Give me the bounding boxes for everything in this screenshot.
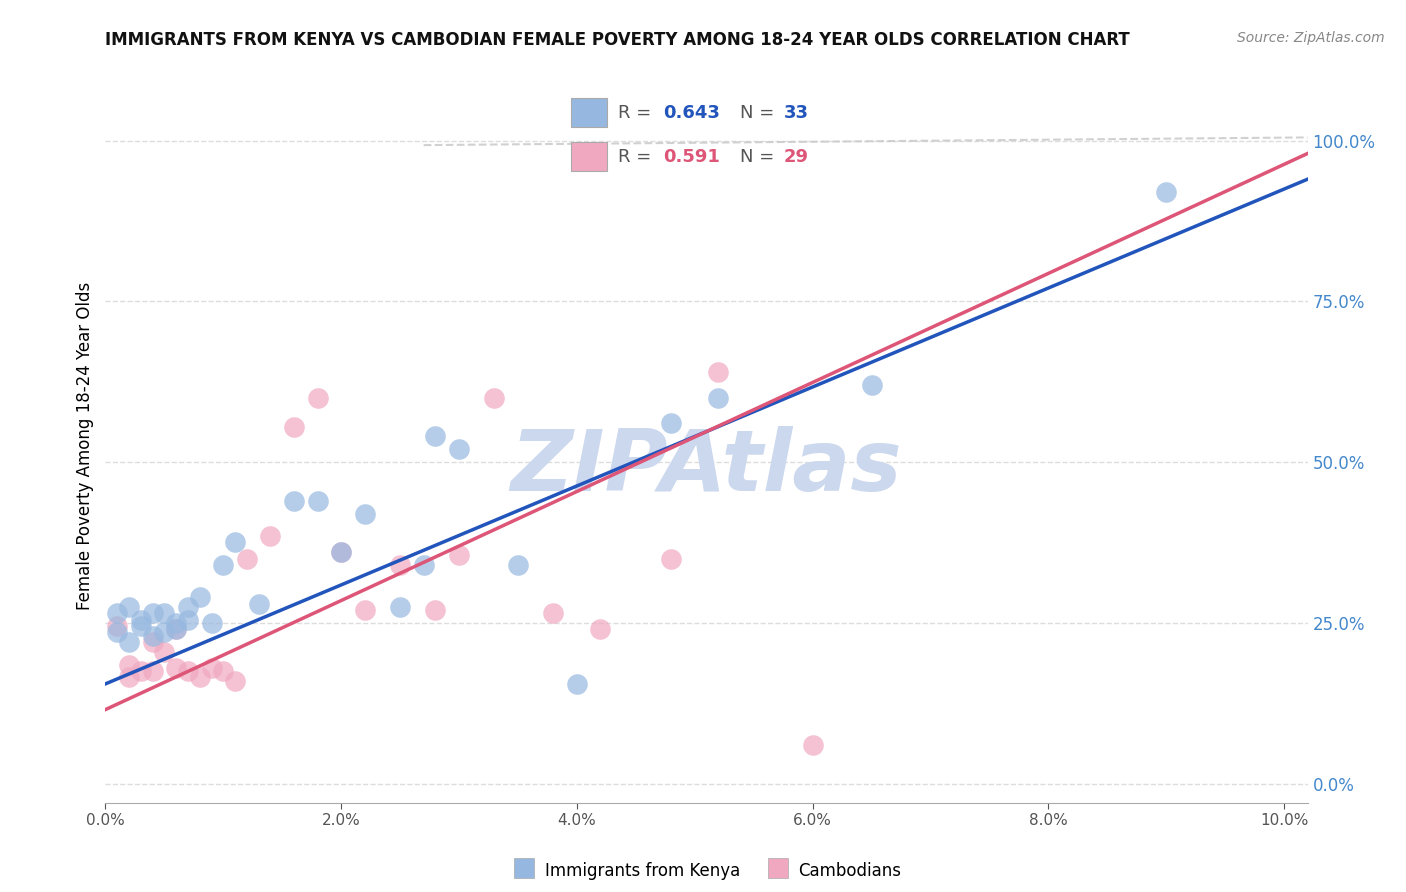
Point (1154, 185, 1177, 199)
Text: 33: 33 (785, 103, 808, 121)
Point (589, 622, 612, 636)
Y-axis label: Female Poverty Among 18-24 Year Olds: Female Poverty Among 18-24 Year Olds (76, 282, 94, 610)
Point (129, 664, 152, 678)
Point (330, 545, 353, 559)
Point (105, 625, 128, 640)
Point (447, 549, 470, 563)
Point (165, 615, 187, 630)
Point (118, 657, 141, 672)
Text: Source: ZipAtlas.com: Source: ZipAtlas.com (1237, 31, 1385, 45)
Point (165, 661, 187, 675)
Point (543, 606, 565, 620)
Point (659, 551, 682, 566)
Point (224, 673, 246, 688)
Point (142, 606, 165, 620)
Point (105, 619, 128, 633)
Point (188, 670, 211, 684)
Text: R =: R = (619, 148, 658, 166)
Point (177, 599, 200, 614)
Point (565, 677, 588, 691)
Point (259, 529, 281, 543)
Text: 0.591: 0.591 (662, 148, 720, 166)
Point (224, 535, 246, 549)
Point (105, 606, 128, 620)
Point (129, 619, 152, 633)
Point (307, 493, 329, 508)
Point (247, 597, 270, 611)
Point (425, 429, 447, 443)
Text: N =: N = (740, 103, 779, 121)
Point (118, 635, 141, 649)
Point (165, 622, 187, 636)
Point (353, 507, 375, 521)
Text: 0.643: 0.643 (662, 103, 720, 121)
Point (153, 606, 176, 620)
Point (118, 670, 141, 684)
Point (659, 417, 682, 431)
Text: ZIPAtlas: ZIPAtlas (510, 425, 903, 509)
Point (142, 629, 165, 643)
Point (353, 603, 375, 617)
Point (484, 391, 506, 405)
Point (236, 551, 259, 566)
Point (506, 558, 529, 572)
Point (212, 664, 235, 678)
Point (118, 599, 141, 614)
Point (153, 625, 176, 640)
Point (447, 442, 470, 457)
Point (142, 635, 165, 649)
Point (389, 558, 412, 572)
Point (283, 493, 305, 508)
Point (801, 738, 824, 752)
Point (200, 661, 222, 675)
Bar (571, 143, 607, 171)
Point (177, 664, 200, 678)
Text: IMMIGRANTS FROM KENYA VS CAMBODIAN FEMALE POVERTY AMONG 18-24 YEAR OLDS CORRELAT: IMMIGRANTS FROM KENYA VS CAMBODIAN FEMAL… (105, 31, 1130, 49)
Point (330, 545, 353, 559)
Point (389, 599, 412, 614)
Text: N =: N = (740, 148, 779, 166)
Legend: Immigrants from Kenya, Cambodians: Immigrants from Kenya, Cambodians (505, 854, 908, 888)
Point (425, 603, 447, 617)
Point (283, 419, 305, 434)
Text: 29: 29 (785, 148, 808, 166)
Point (200, 615, 222, 630)
Point (129, 613, 152, 627)
Text: R =: R = (619, 103, 658, 121)
Point (860, 378, 883, 392)
Point (153, 645, 176, 659)
Point (307, 391, 329, 405)
Point (142, 664, 165, 678)
Point (707, 391, 730, 405)
Point (412, 558, 434, 572)
Point (212, 558, 235, 572)
Point (177, 613, 200, 627)
Point (188, 590, 211, 604)
Point (707, 365, 730, 379)
Point (165, 622, 187, 636)
Bar (571, 98, 607, 127)
